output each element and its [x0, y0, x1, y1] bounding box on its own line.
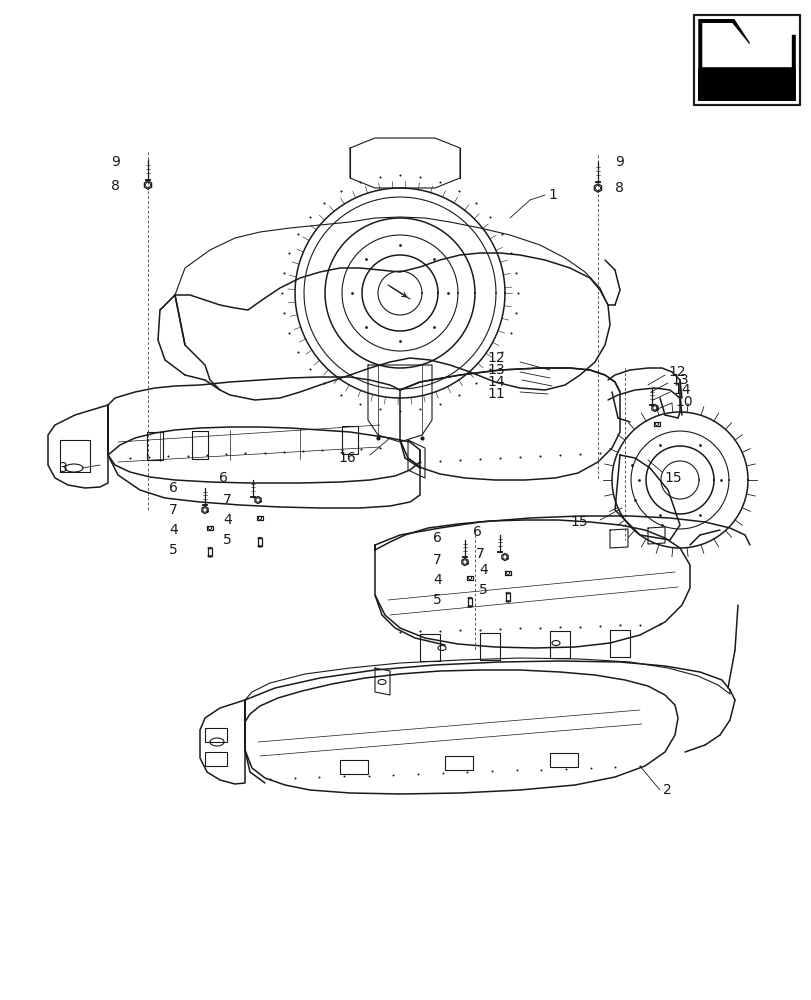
Text: 6: 6: [219, 471, 228, 485]
Text: 1: 1: [547, 188, 556, 202]
Text: 7: 7: [476, 547, 484, 561]
Text: 8: 8: [614, 181, 623, 195]
Text: 5: 5: [433, 593, 441, 607]
Text: 3: 3: [59, 461, 68, 475]
Text: 13: 13: [670, 373, 688, 387]
Bar: [340, 760, 367, 774]
Text: 9: 9: [111, 155, 120, 169]
Text: 6: 6: [473, 525, 482, 539]
Text: 15: 15: [569, 515, 587, 529]
Text: 10: 10: [674, 395, 692, 409]
Text: 7: 7: [223, 493, 232, 507]
Text: 6: 6: [432, 531, 441, 545]
Text: 9: 9: [614, 155, 623, 169]
Bar: [204, 752, 227, 766]
Bar: [204, 728, 227, 742]
Text: 14: 14: [672, 383, 690, 397]
Text: 7: 7: [169, 503, 178, 517]
Text: 14: 14: [487, 375, 504, 389]
Text: 16: 16: [338, 451, 355, 465]
Text: 15: 15: [663, 471, 680, 485]
Text: 12: 12: [667, 365, 684, 379]
Bar: [444, 756, 473, 770]
Text: 7: 7: [433, 553, 441, 567]
Text: 4: 4: [223, 513, 232, 527]
Text: 6: 6: [169, 481, 178, 495]
Text: 4: 4: [169, 523, 178, 537]
Polygon shape: [702, 23, 791, 67]
Text: 13: 13: [487, 363, 504, 377]
Text: 5: 5: [169, 543, 178, 557]
Text: 11: 11: [487, 387, 504, 401]
Text: 4: 4: [433, 573, 441, 587]
Text: 5: 5: [223, 533, 232, 547]
Bar: [697, 69, 795, 101]
Polygon shape: [697, 19, 795, 69]
Text: 5: 5: [478, 583, 487, 597]
Bar: [549, 753, 577, 767]
Text: 2: 2: [663, 783, 671, 797]
Text: 4: 4: [478, 563, 487, 577]
Text: 8: 8: [111, 179, 120, 193]
Text: 12: 12: [487, 351, 504, 365]
